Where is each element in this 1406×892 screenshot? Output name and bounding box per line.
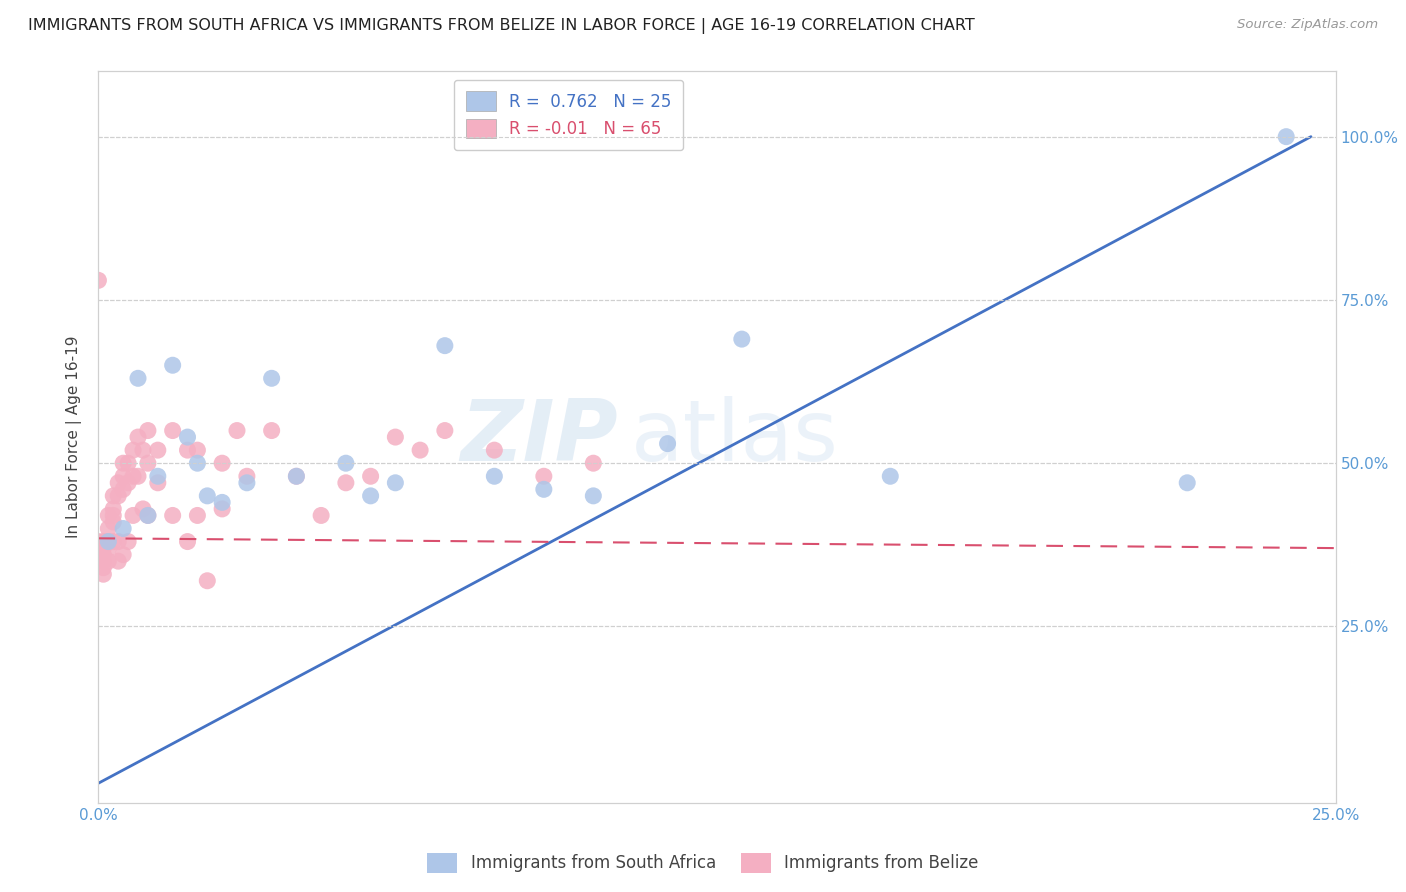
Point — [127, 430, 149, 444]
Point — [186, 508, 208, 523]
Point — [211, 495, 233, 509]
Point — [1175, 475, 1198, 490]
Y-axis label: In Labor Force | Age 16-19: In Labor Force | Age 16-19 — [66, 335, 83, 539]
Point — [136, 508, 159, 523]
Point — [162, 358, 184, 372]
Point — [93, 560, 115, 574]
Point — [107, 554, 129, 568]
Point — [97, 554, 120, 568]
Point — [360, 489, 382, 503]
Text: atlas: atlas — [630, 395, 838, 479]
Point — [309, 508, 332, 523]
Point — [87, 534, 110, 549]
Point — [176, 443, 198, 458]
Point — [127, 371, 149, 385]
Legend: R =  0.762   N = 25, R = -0.01   N = 65: R = 0.762 N = 25, R = -0.01 N = 65 — [454, 79, 683, 150]
Point — [87, 548, 110, 562]
Point — [211, 502, 233, 516]
Point — [132, 502, 155, 516]
Point — [103, 502, 125, 516]
Point — [186, 456, 208, 470]
Point — [162, 508, 184, 523]
Point — [107, 489, 129, 503]
Point — [107, 475, 129, 490]
Point — [112, 469, 135, 483]
Point — [236, 469, 259, 483]
Point — [93, 541, 115, 555]
Point — [103, 534, 125, 549]
Point — [97, 541, 120, 555]
Point — [136, 424, 159, 438]
Point — [195, 574, 218, 588]
Point — [122, 469, 145, 483]
Point — [335, 456, 357, 470]
Point — [657, 436, 679, 450]
Point — [162, 424, 184, 438]
Point — [93, 534, 115, 549]
Point — [112, 548, 135, 562]
Point — [93, 548, 115, 562]
Point — [211, 456, 233, 470]
Point — [87, 541, 110, 555]
Point — [122, 443, 145, 458]
Point — [127, 469, 149, 483]
Point — [409, 443, 432, 458]
Point — [97, 534, 120, 549]
Point — [136, 508, 159, 523]
Point — [93, 567, 115, 582]
Point — [582, 489, 605, 503]
Point — [117, 456, 139, 470]
Point — [87, 273, 110, 287]
Point — [136, 456, 159, 470]
Point — [1275, 129, 1298, 144]
Point — [484, 443, 506, 458]
Point — [879, 469, 901, 483]
Point — [260, 424, 283, 438]
Point — [484, 469, 506, 483]
Point — [335, 475, 357, 490]
Legend: Immigrants from South Africa, Immigrants from Belize: Immigrants from South Africa, Immigrants… — [420, 847, 986, 880]
Point — [533, 483, 555, 497]
Point — [533, 469, 555, 483]
Point — [285, 469, 308, 483]
Point — [226, 424, 249, 438]
Point — [146, 475, 169, 490]
Point — [112, 456, 135, 470]
Point — [176, 430, 198, 444]
Point — [384, 475, 406, 490]
Point — [146, 469, 169, 483]
Point — [97, 521, 120, 535]
Text: IMMIGRANTS FROM SOUTH AFRICA VS IMMIGRANTS FROM BELIZE IN LABOR FORCE | AGE 16-1: IMMIGRANTS FROM SOUTH AFRICA VS IMMIGRAN… — [28, 18, 974, 34]
Text: ZIP: ZIP — [460, 395, 619, 479]
Point — [117, 534, 139, 549]
Point — [146, 443, 169, 458]
Point — [107, 534, 129, 549]
Point — [87, 554, 110, 568]
Point — [384, 430, 406, 444]
Point — [433, 424, 456, 438]
Point — [260, 371, 283, 385]
Point — [112, 521, 135, 535]
Point — [195, 489, 218, 503]
Point — [731, 332, 754, 346]
Point — [97, 534, 120, 549]
Point — [360, 469, 382, 483]
Point — [236, 475, 259, 490]
Point — [103, 515, 125, 529]
Point — [582, 456, 605, 470]
Point — [97, 508, 120, 523]
Point — [103, 489, 125, 503]
Point — [186, 443, 208, 458]
Point — [433, 339, 456, 353]
Point — [112, 483, 135, 497]
Point — [176, 534, 198, 549]
Point — [132, 443, 155, 458]
Point — [93, 554, 115, 568]
Point — [122, 508, 145, 523]
Text: Source: ZipAtlas.com: Source: ZipAtlas.com — [1237, 18, 1378, 31]
Point — [285, 469, 308, 483]
Point — [117, 475, 139, 490]
Point — [103, 508, 125, 523]
